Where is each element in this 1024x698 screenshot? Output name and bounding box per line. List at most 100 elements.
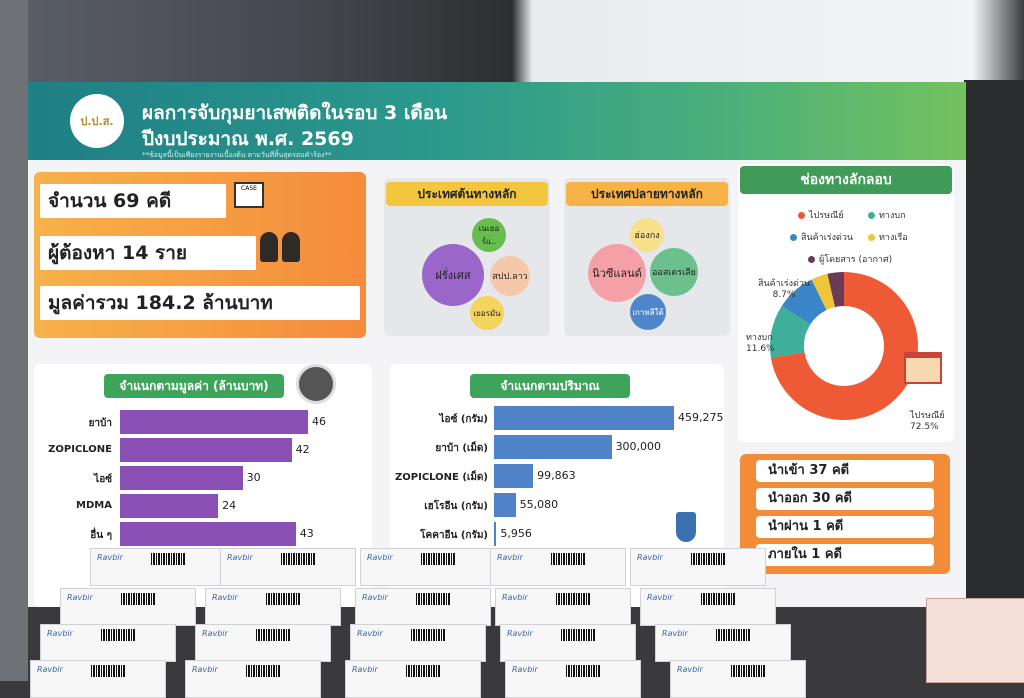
qty-category-label: โคคาอีน (กรัม) xyxy=(420,530,488,541)
barcode-icon xyxy=(411,629,445,641)
box-brand: Ravbir xyxy=(637,553,663,562)
origin-bubble-france: ฝรั่งเศส xyxy=(422,244,484,306)
box-brand: Ravbir xyxy=(677,665,703,674)
box-brand: Ravbir xyxy=(192,665,218,674)
box-brand: Ravbir xyxy=(67,593,93,602)
agency-logo: ป.ป.ส. xyxy=(70,94,124,148)
channels-title: ช่องทางลักลอบ xyxy=(740,166,952,194)
donut-slice xyxy=(770,305,811,358)
donut-slice xyxy=(827,272,844,308)
value-category-label: ยาบ้า xyxy=(88,418,112,429)
medicine-box: Ravbir xyxy=(355,588,491,626)
case-folder-icon: CASE xyxy=(234,182,264,208)
route-domestic: ภายใน 1 คดี xyxy=(756,544,934,566)
barcode-icon xyxy=(416,593,450,605)
total-value: มูลค่ารวม 184.2 ล้านบาท xyxy=(40,286,360,320)
qty-chart-title: จำแนกตามปริมาณ xyxy=(470,374,630,398)
medicine-box: Ravbir xyxy=(500,624,636,662)
qty-data-label: 459,275 xyxy=(678,411,724,424)
value-bar xyxy=(120,494,219,518)
destination-card: ประเทศปลายทางหลัก ฮ่องกง นิวซีแลนด์ ออสเ… xyxy=(564,178,730,336)
channels-donut-chart xyxy=(770,272,918,420)
summary-panel: จำนวน 69 คดี ผู้ต้องหา 14 ราย มูลค่ารวม … xyxy=(34,172,366,338)
legend-land: ทางบก xyxy=(868,208,906,222)
dest-bubble-southkorea: เกาหลีใต้ xyxy=(630,294,666,330)
barcode-icon xyxy=(716,629,750,641)
box-brand: Ravbir xyxy=(367,553,393,562)
origin-bubble-germany: เยอรมัน xyxy=(470,296,504,330)
barcode-icon xyxy=(151,553,185,565)
value-data-label: 30 xyxy=(246,471,261,484)
medicine-box: Ravbir xyxy=(655,624,791,662)
qty-bar xyxy=(494,464,534,488)
channels-card: ช่องทางลักลอบ ไปรษณีย์ ทางบก สินค้าเร่งด… xyxy=(738,164,954,442)
box-brand: Ravbir xyxy=(37,665,63,674)
barcode-icon xyxy=(731,665,765,677)
box-brand: Ravbir xyxy=(97,553,123,562)
value-data-label: 43 xyxy=(299,527,314,540)
background-left xyxy=(0,0,28,681)
qty-category-label: ไอซ์ (กรัม) xyxy=(439,414,488,425)
legend-sea: ทางเรือ xyxy=(868,230,908,244)
qty-data-label: 55,080 xyxy=(519,498,559,511)
barcode-icon xyxy=(701,593,735,605)
barcode-icon xyxy=(421,553,455,565)
suspects-icon xyxy=(260,232,300,268)
poster-header: ป.ป.ส. ผลการจับกุมยาเสพติดในรอบ 3 เดือน … xyxy=(28,82,966,160)
box-brand: Ravbir xyxy=(512,665,538,674)
barcode-icon xyxy=(246,665,280,677)
medicine-boxes: Ravbir Ravbir Ravbir Ravbir Ravbir Ravbir Ravb… xyxy=(30,548,830,698)
legend-air: ผู้โดยสาร (อากาศ) xyxy=(808,252,892,266)
route-import: นำเข้า 37 คดี xyxy=(756,460,934,482)
medicine-box: Ravbir xyxy=(40,624,176,662)
qty-bar xyxy=(494,522,497,546)
barcode-icon xyxy=(691,553,725,565)
box-brand: Ravbir xyxy=(47,629,73,638)
barcode-icon xyxy=(91,665,125,677)
medicine-box: Ravbir xyxy=(640,588,776,626)
medicine-box: Ravbir xyxy=(670,660,806,698)
value-category-label: MDMA xyxy=(76,500,112,511)
box-brand: Ravbir xyxy=(507,629,533,638)
value-category-label: ไอซ์ xyxy=(94,474,112,485)
medicine-box: Ravbir xyxy=(220,548,356,586)
legend-post: ไปรษณีย์ xyxy=(798,208,844,222)
box-brand: Ravbir xyxy=(502,593,528,602)
route-export: นำออก 30 คดี xyxy=(756,488,934,510)
value-bar xyxy=(120,522,296,546)
value-data-label: 24 xyxy=(222,499,237,512)
case-count: จำนวน 69 คดี xyxy=(40,184,226,218)
background-wall xyxy=(0,0,1024,95)
value-chart-title: จำแนกตามมูลค่า (ล้านบาท) xyxy=(104,374,284,398)
medicine-box: Ravbir xyxy=(90,548,226,586)
qty-category-label: ยาบ้า (เม็ด) xyxy=(435,443,488,454)
box-brand: Ravbir xyxy=(362,593,388,602)
barcode-icon xyxy=(406,665,440,677)
medicine-box: Ravbir xyxy=(345,660,481,698)
label-post: ไปรษณีย์ 72.5% xyxy=(910,411,945,432)
route-transit: นำผ่าน 1 คดี xyxy=(756,516,934,538)
value-data-label: 42 xyxy=(295,443,310,456)
box-brand: Ravbir xyxy=(352,665,378,674)
value-category-label: อื่น ๆ xyxy=(90,530,112,541)
background-right xyxy=(964,80,1024,681)
destination-title: ประเทศปลายทางหลัก xyxy=(566,182,728,206)
qty-bar xyxy=(494,406,674,430)
origin-bubble-laos: สปป.ลาว xyxy=(490,256,530,296)
medicine-box: Ravbir xyxy=(60,588,196,626)
barcode-icon xyxy=(121,593,155,605)
medicine-box: Ravbir xyxy=(360,548,496,586)
donut-slice xyxy=(811,273,836,311)
box-brand: Ravbir xyxy=(227,553,253,562)
medicine-box: Ravbir xyxy=(30,660,166,698)
medicine-box: Ravbir xyxy=(490,548,626,586)
box-brand: Ravbir xyxy=(662,629,688,638)
value-bar xyxy=(120,466,243,490)
qty-data-label: 99,863 xyxy=(537,469,576,482)
dest-bubble-newzealand: นิวซีแลนด์ xyxy=(588,244,646,302)
suspect-count: ผู้ต้องหา 14 ราย xyxy=(40,236,256,270)
poster-title: ผลการจับกุมยาเสพติดในรอบ 3 เดือน xyxy=(142,102,448,124)
donut-slice xyxy=(770,272,918,420)
medicine-box: Ravbir xyxy=(205,588,341,626)
origin-card: ประเทศต้นทางหลัก ฝรั่งเศส เนเธอร์แ.. สปป… xyxy=(384,178,550,336)
